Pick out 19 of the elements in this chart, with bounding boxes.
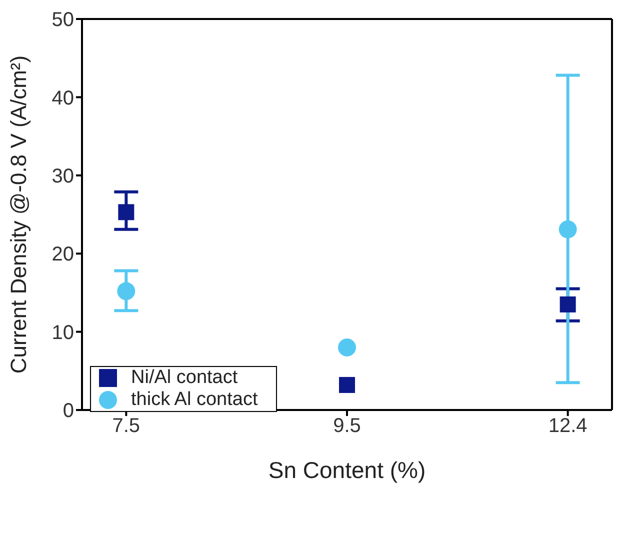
y-tick-label: 50 bbox=[52, 9, 74, 32]
y-tick-label: 0 bbox=[62, 400, 74, 422]
point bbox=[558, 220, 577, 238]
point bbox=[339, 376, 355, 393]
x-axis-title: Sn Content (%) bbox=[268, 457, 426, 483]
y-tick-label: 30 bbox=[52, 166, 74, 188]
point bbox=[118, 204, 134, 220]
y-axis-title: Current Density @-0.8 V (A/cm²) bbox=[6, 55, 31, 374]
y-tick-label: 10 bbox=[52, 322, 74, 344]
point bbox=[117, 282, 136, 300]
y-tick-label: 20 bbox=[52, 244, 74, 266]
legend-label: thick Al contact bbox=[131, 389, 258, 410]
legend-label: Ni/Al contact bbox=[131, 367, 238, 388]
x-tick-label: 12.4 bbox=[548, 415, 588, 438]
point bbox=[338, 338, 356, 356]
point bbox=[560, 296, 576, 312]
x-tick-label: 7.5 bbox=[112, 415, 140, 438]
y-tick-label: 40 bbox=[52, 87, 74, 110]
x-tick-label: 9.5 bbox=[333, 415, 361, 438]
